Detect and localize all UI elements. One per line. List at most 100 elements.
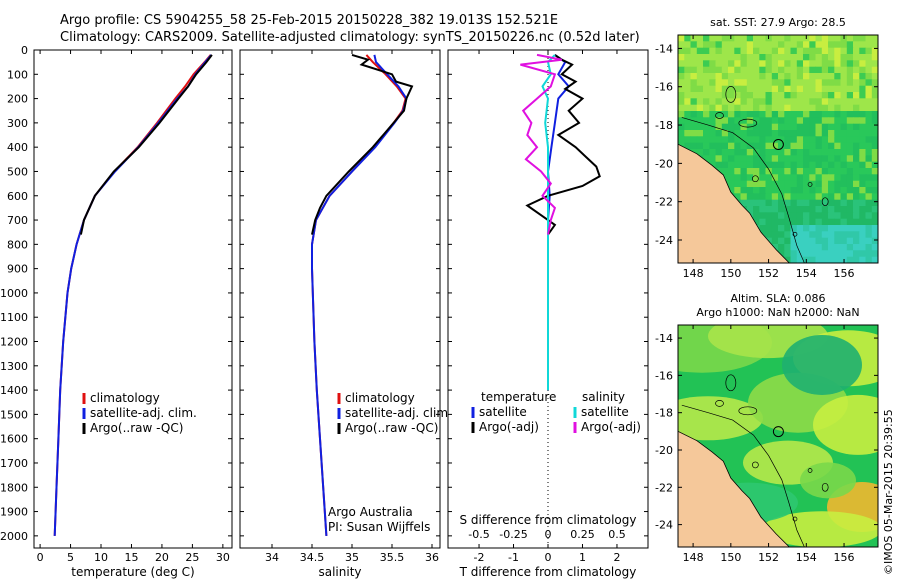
y-tick-label: -16	[655, 369, 673, 382]
x-tick-label: 154	[796, 551, 817, 564]
series-line-argo	[525, 54, 601, 236]
y-tick-label: -18	[655, 407, 673, 420]
x-tick-label: 35	[345, 551, 359, 564]
x-tick-label: 36	[425, 551, 439, 564]
argo-float-marker	[772, 138, 784, 150]
x-tick-label: 150	[720, 551, 741, 564]
x-tick-label: 15	[124, 551, 138, 564]
reef-outline	[738, 118, 758, 128]
panel-salinity: 34 34.5 35 35.5 36 salinity climatologysatelli…	[239, 49, 452, 579]
x-tick-label: -2	[474, 551, 485, 564]
x-axis-label: T difference from climatology	[459, 565, 637, 579]
y-tick-label: 1300	[0, 360, 28, 373]
legend-header: salinity	[582, 390, 625, 404]
x-axis-label: temperature (deg C)	[71, 565, 194, 579]
y-tick-label: -20	[655, 157, 673, 170]
x-tick-label: 152	[758, 267, 779, 280]
legend-label: Argo(..raw -QC)	[345, 421, 438, 435]
y-tick-label: 1000	[0, 287, 28, 300]
series-line-argo	[311, 53, 414, 235]
legend-label: satellite	[479, 405, 527, 419]
reef-outline	[807, 182, 813, 187]
s-tick-label: 0	[545, 528, 552, 541]
y-tick-label: 1800	[0, 481, 28, 494]
land-mass	[678, 430, 790, 547]
x-tick-label: 25	[185, 551, 199, 564]
land-mass	[678, 143, 790, 263]
plot-frame-salinity	[239, 49, 441, 549]
x-tick-label: 152	[758, 551, 779, 564]
legend-header: temperature	[481, 390, 556, 404]
y-tick-label: 0	[21, 44, 28, 57]
x-tick-label: 34	[265, 551, 279, 564]
reef-outline	[715, 112, 724, 119]
shelf-contour	[681, 117, 805, 263]
panel-difference: -2 -1 0 1 2T difference from climatology -0.5…	[447, 49, 649, 579]
panel-map_sst: 148 150 152 154 156 -14 -16 -18 -20 -22 -24 sat. SS…	[655, 16, 879, 280]
annotation-line: PI: Susan Wijffels	[328, 520, 430, 534]
x-tick-label: 150	[720, 267, 741, 280]
y-tick-label: 500	[7, 165, 28, 178]
series-line-sal_argo	[520, 53, 562, 235]
x-tick-label: 35.5	[380, 551, 405, 564]
x-tick-label: 10	[94, 551, 108, 564]
reef-outline	[725, 374, 737, 392]
panel-map_sla: 148 150 152 154 156 -14 -16 -18 -20 -22 -24 Altim. …	[655, 292, 879, 564]
x-tick-label: 20	[155, 551, 169, 564]
legend-label: Argo(..raw -QC)	[90, 421, 183, 435]
map-field	[678, 325, 878, 547]
x-tick-label: -1	[508, 551, 519, 564]
reef-outline	[821, 482, 829, 492]
reef-outline	[752, 461, 759, 469]
x-tick-label: 148	[683, 551, 704, 564]
x-tick-label: 148	[683, 267, 704, 280]
reef-outline	[792, 231, 798, 237]
reef-outline	[725, 86, 737, 103]
y-tick-label: 700	[7, 214, 28, 227]
y-tick-label: 2000	[0, 530, 28, 543]
s-tick-label: -0.5	[468, 528, 489, 541]
x-tick-label: 34.5	[300, 551, 325, 564]
x-tick-label: 0	[37, 551, 44, 564]
y-tick-label: -24	[655, 519, 673, 532]
legend-label: Argo(-adj)	[479, 420, 539, 434]
s-tick-label: -0.25	[499, 528, 527, 541]
x-tick-label: 5	[67, 551, 74, 564]
x-tick-label: 156	[834, 551, 855, 564]
plot-frame-temperature	[33, 49, 233, 549]
map-title: sat. SST: 27.9 Argo: 28.5	[710, 16, 846, 29]
y-tick-label: -20	[655, 444, 673, 457]
figure-title-line1: Argo profile: CS 5904255_58 25-Feb-2015 …	[60, 13, 559, 28]
y-tick-label: -22	[655, 196, 673, 209]
y-tick-label: 1400	[0, 384, 28, 397]
x-tick-label: 1	[579, 551, 586, 564]
shelf-contour	[681, 404, 805, 547]
y-tick-label: -24	[655, 234, 673, 247]
s-axis-label: S difference from climatology	[460, 513, 637, 527]
map-subtitle: Argo h1000: NaN h2000: NaN	[696, 306, 859, 319]
map-frame	[677, 34, 879, 264]
y-tick-label: 400	[7, 141, 28, 154]
map-title: Altim. SLA: 0.086	[730, 292, 825, 305]
reef-outline	[821, 197, 829, 207]
y-tick-label: -18	[655, 119, 673, 132]
argo-float-marker	[772, 426, 784, 438]
imos-credit: ©IMOS 05-Mar-2015 20:39:55	[882, 409, 895, 575]
y-tick-label: 1500	[0, 408, 28, 421]
y-tick-label: 1200	[0, 336, 28, 349]
map-field	[678, 35, 878, 263]
y-tick-label: 1700	[0, 457, 28, 470]
s-tick-label: 0.25	[570, 528, 595, 541]
reef-outline	[792, 516, 798, 522]
x-tick-label: 30	[216, 551, 230, 564]
x-tick-label: 154	[796, 267, 817, 280]
y-tick-label: 800	[7, 238, 28, 251]
y-tick-label: 1100	[0, 311, 28, 324]
s-tick-label: 0.5	[608, 528, 626, 541]
y-tick-label: 1900	[0, 506, 28, 519]
reef-outline	[752, 175, 759, 183]
x-axis-label: salinity	[318, 565, 361, 579]
series-line-sal_satellite	[541, 54, 556, 391]
reef-outline	[807, 468, 813, 473]
